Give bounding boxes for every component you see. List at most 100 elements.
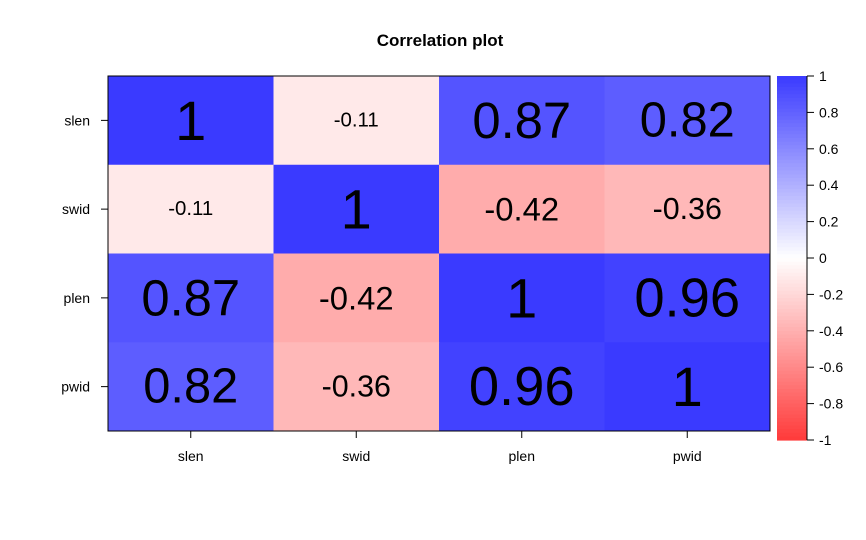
cell-value-plen-slen: 0.87 <box>141 269 240 326</box>
heatmap-cell-slen-swid <box>273 76 440 166</box>
cell-value-pwid-slen: 0.82 <box>143 360 238 414</box>
colorbar-band <box>777 323 807 328</box>
colorbar-tick-label: -0.2 <box>819 286 843 302</box>
colorbar-band <box>777 94 807 99</box>
colorbar-band <box>777 250 807 255</box>
colorbar-band <box>777 341 807 346</box>
colorbar-band <box>777 374 807 379</box>
colorbar-band <box>777 181 807 186</box>
colorbar-band <box>777 298 807 303</box>
colorbar-band <box>777 338 807 343</box>
colorbar-band <box>777 141 807 146</box>
colorbar-band <box>777 316 807 321</box>
colorbar-band <box>777 363 807 368</box>
colorbar-band <box>777 283 807 288</box>
x-tick-label-plen: plen <box>509 448 535 464</box>
heatmap-cell-plen-swid <box>273 253 440 343</box>
colorbar-band <box>777 312 807 317</box>
colorbar-tick-label: 0.6 <box>819 141 839 157</box>
cell-value-plen-pwid: 0.96 <box>634 267 740 328</box>
colorbar-band <box>777 349 807 354</box>
colorbar-band <box>777 217 807 223</box>
heatmap-cell-slen-slen <box>108 76 274 166</box>
colorbar-band <box>777 287 807 292</box>
cell-value-slen-pwid: 0.82 <box>640 93 735 147</box>
cell-value-pwid-swid: -0.36 <box>322 370 391 404</box>
colorbar-band <box>777 243 807 248</box>
colorbar-band <box>777 79 807 84</box>
colorbar-band <box>777 254 807 259</box>
cell-value-slen-plen: 0.87 <box>472 92 571 149</box>
colorbar-band <box>777 119 807 124</box>
colorbar-band <box>777 414 807 419</box>
colorbar-band <box>777 239 807 245</box>
colorbar-tick-label: -0.6 <box>819 359 843 375</box>
colorbar-band <box>777 174 807 179</box>
colorbar-band <box>777 130 807 135</box>
colorbar-band <box>777 83 807 88</box>
colorbar-band <box>777 425 807 430</box>
colorbar-band <box>777 148 807 154</box>
heatmap-cell-slen-pwid <box>604 76 771 166</box>
colorbar-band <box>777 236 807 241</box>
colorbar-band <box>777 192 807 197</box>
colorbar-band <box>777 196 807 201</box>
x-tick-label-pwid: pwid <box>673 448 702 464</box>
colorbar-band <box>777 265 807 270</box>
colorbar-band <box>777 214 807 219</box>
heatmap-cell-swid-swid <box>273 164 440 254</box>
colorbar-band <box>777 199 807 204</box>
heatmap-cell-plen-pwid <box>604 253 771 343</box>
colorbar-band <box>777 185 807 190</box>
colorbar-band <box>777 112 807 117</box>
y-tick-label-swid: swid <box>62 201 90 217</box>
heatmap-cell-swid-pwid <box>604 164 771 254</box>
heatmap-cell-plen-plen <box>439 253 605 343</box>
colorbar-band <box>777 272 807 277</box>
colorbar-band <box>777 389 807 394</box>
colorbar-band <box>777 359 807 365</box>
colorbar-band <box>777 381 807 386</box>
cell-value-swid-plen: -0.42 <box>484 191 559 228</box>
colorbar-band <box>777 86 807 92</box>
colorbar: 1 0.8 0.6 0.4 0.2 0 -0.2 -0.4 -0.6 -0.8 -1 <box>777 68 843 448</box>
colorbar-band <box>777 126 807 132</box>
colorbar-band <box>777 159 807 164</box>
colorbar-band <box>777 170 807 175</box>
colorbar-band <box>777 308 807 314</box>
y-axis: slen swid plen pwid <box>61 112 108 395</box>
colorbar-band <box>777 203 807 208</box>
colorbar-band <box>777 188 807 194</box>
x-axis: slen swid plen pwid <box>178 431 702 464</box>
heatmap-cell-pwid-slen <box>108 342 274 432</box>
colorbar-band <box>777 356 807 361</box>
colorbar-band <box>777 290 807 295</box>
x-tick-label-swid: swid <box>342 448 370 464</box>
colorbar-band <box>777 399 807 405</box>
colorbar-band <box>777 330 807 336</box>
colorbar-band <box>777 403 807 408</box>
colorbar-tick-label: -1 <box>819 432 832 448</box>
colorbar-band <box>777 436 807 441</box>
colorbar-band <box>777 156 807 161</box>
colorbar-band <box>777 429 807 434</box>
colorbar-band <box>777 134 807 139</box>
colorbar-tick-label: -0.8 <box>819 396 843 412</box>
colorbar-band <box>777 367 807 372</box>
cell-value-pwid-plen: 0.96 <box>469 356 575 417</box>
cell-value-swid-swid: 1 <box>341 178 372 241</box>
colorbar-band <box>777 163 807 168</box>
colorbar-band <box>777 90 807 95</box>
colorbar-band <box>777 396 807 401</box>
colorbar-band <box>777 392 807 397</box>
colorbar-band <box>777 137 807 143</box>
colorbar-band <box>777 108 807 113</box>
colorbar-band <box>777 167 807 172</box>
colorbar-band <box>777 258 807 263</box>
x-tick-label-slen: slen <box>178 448 204 464</box>
cell-value-plen-plen: 1 <box>506 266 537 329</box>
colorbar-tick-label: -0.4 <box>819 323 843 339</box>
chart-title: Correlation plot <box>377 31 504 50</box>
colorbar-band <box>777 410 807 416</box>
